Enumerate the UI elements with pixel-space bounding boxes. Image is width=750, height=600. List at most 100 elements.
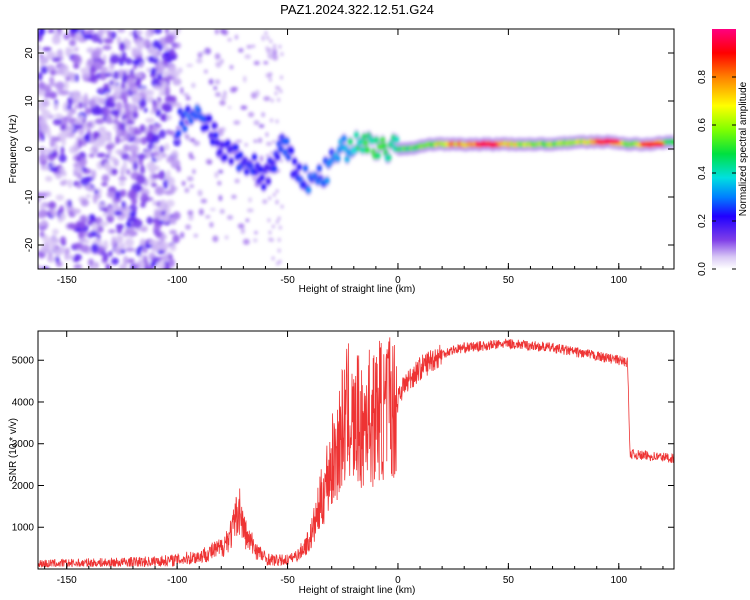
ridge-cell <box>275 153 281 161</box>
noise-speck <box>144 89 155 96</box>
noise-speck <box>262 199 268 205</box>
noise-speck <box>253 238 258 243</box>
ridge-cell <box>386 154 392 162</box>
noise-speck <box>154 186 165 196</box>
ridge-cell <box>360 146 366 154</box>
noise-speck <box>68 179 73 189</box>
ridge-cell <box>206 114 213 122</box>
noise-speck <box>97 203 106 208</box>
noise-speck <box>93 61 103 70</box>
noise-speck <box>38 196 41 203</box>
noise-speck <box>109 54 120 64</box>
noise-speck <box>257 137 263 144</box>
noise-speck <box>193 233 199 238</box>
noise-speck <box>219 100 226 106</box>
noise-speck <box>99 88 104 93</box>
noise-speck <box>139 164 146 175</box>
ridge-cell <box>176 129 182 137</box>
noise-speck <box>73 165 83 176</box>
noise-speck <box>176 42 182 49</box>
noise-speck <box>54 144 59 152</box>
spectrogram-x-tick-label: 50 <box>503 275 515 286</box>
noise-speck <box>268 77 272 82</box>
noise-speck <box>277 97 281 102</box>
noise-speck <box>126 221 132 229</box>
noise-speck <box>214 53 221 60</box>
noise-speck <box>139 87 147 93</box>
noise-speck <box>163 103 173 113</box>
noise-speck <box>253 120 260 126</box>
noise-speck <box>155 123 162 129</box>
noise-speck <box>191 82 196 89</box>
noise-speck <box>212 235 219 243</box>
noise-speck <box>277 248 281 253</box>
noise-speck <box>189 184 194 188</box>
noise-speck <box>156 260 166 269</box>
ridge-cell <box>185 105 191 113</box>
noise-speck <box>73 63 79 69</box>
ridge-cell <box>278 145 284 153</box>
noise-speck <box>214 171 219 179</box>
noise-speck <box>245 218 250 222</box>
ridge-cell <box>324 177 330 185</box>
ridge-cell <box>251 153 258 161</box>
noise-speck <box>184 187 190 193</box>
noise-speck <box>219 209 225 214</box>
noise-speck <box>238 48 243 53</box>
noise-speck <box>54 173 63 179</box>
noise-speck <box>135 39 146 50</box>
noise-speck <box>38 155 46 162</box>
noise-speck <box>105 153 110 159</box>
noise-speck <box>66 105 72 110</box>
snr-y-tick-label: 4000 <box>12 397 35 408</box>
noise-speck <box>58 153 67 163</box>
noise-speck <box>113 85 123 95</box>
noise-speck <box>278 44 282 49</box>
ridge-cell <box>316 164 322 172</box>
noise-speck <box>127 125 135 133</box>
noise-speck <box>39 230 45 238</box>
noise-speck <box>67 72 76 79</box>
noise-speck <box>269 39 273 44</box>
ridge-cell <box>364 146 370 154</box>
noise-speck <box>67 96 74 107</box>
noise-speck <box>140 227 148 233</box>
noise-speck <box>77 115 85 121</box>
noise-speck <box>60 123 67 131</box>
noise-speck <box>168 64 177 75</box>
noise-speck <box>97 187 102 197</box>
noise-speck <box>123 255 129 266</box>
noise-speck <box>176 165 182 173</box>
noise-speck <box>136 174 146 185</box>
noise-speck <box>205 215 211 219</box>
noise-speck <box>87 219 93 226</box>
snr-x-tick-label: 100 <box>610 575 627 586</box>
noise-speck <box>38 191 41 197</box>
noise-speck <box>206 160 213 165</box>
noise-speck <box>145 148 151 159</box>
noise-speck <box>98 126 107 134</box>
noise-speck <box>55 81 65 90</box>
ridge-cell <box>258 165 264 173</box>
noise-speck <box>51 57 61 63</box>
noise-speck <box>165 205 171 216</box>
noise-speck <box>65 76 70 82</box>
noise-speck <box>185 96 191 101</box>
noise-speck <box>46 51 56 60</box>
noise-speck <box>62 116 68 126</box>
noise-speck <box>63 33 70 40</box>
noise-speck <box>193 140 201 146</box>
noise-speck <box>159 219 164 225</box>
noise-speck <box>240 105 248 110</box>
noise-speck <box>169 217 177 225</box>
noise-speck <box>101 243 109 249</box>
noise-speck <box>151 174 161 179</box>
noise-speck <box>180 231 185 239</box>
noise-speck <box>152 145 160 152</box>
snr-frame <box>37 330 675 570</box>
noise-speck <box>172 234 180 244</box>
colorbar-tick-label: 0.2 <box>697 214 708 228</box>
colorbar-tick-label: 0.0 <box>697 262 708 276</box>
noise-speck <box>278 259 282 264</box>
noise-speck <box>244 54 251 59</box>
